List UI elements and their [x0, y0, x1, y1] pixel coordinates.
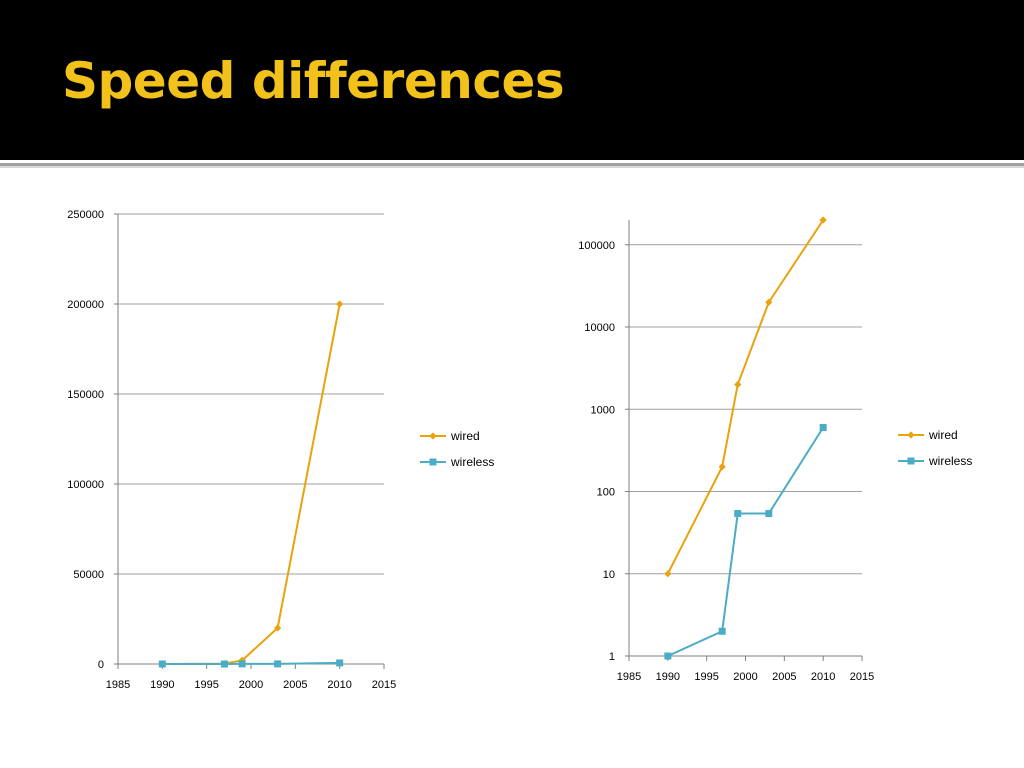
legend-label-wireless: wireless: [450, 455, 494, 469]
data-point-wireless: [274, 660, 282, 668]
x-tick-label: 2010: [327, 679, 351, 691]
data-point-wireless: [765, 510, 773, 518]
x-tick-label: 2010: [811, 671, 835, 683]
data-point-wired: [765, 298, 773, 306]
data-point-wireless: [220, 660, 228, 668]
data-point-wireless: [734, 510, 742, 518]
slide-title: Speed differences: [62, 52, 565, 110]
divider-line: [0, 163, 1024, 166]
x-tick-label: 2015: [372, 679, 396, 691]
x-tick-label: 2015: [850, 671, 874, 683]
x-tick-label: 2000: [239, 679, 263, 691]
x-tick-label: 1995: [194, 679, 218, 691]
x-tick-label: 1990: [656, 671, 680, 683]
y-tick-label: 200000: [67, 299, 104, 311]
x-tick-label: 2000: [733, 671, 757, 683]
y-tick-label: 1000: [591, 404, 615, 416]
y-tick-label: 1: [609, 651, 615, 663]
x-tick-label: 1985: [106, 679, 130, 691]
series-line-wired: [666, 219, 825, 575]
data-point-wireless: [238, 660, 246, 668]
legend-marker-wireless: [907, 457, 915, 465]
x-tick-label: 1990: [150, 679, 174, 691]
y-tick-label: 0: [98, 659, 104, 671]
x-tick-label: 1995: [694, 671, 718, 683]
legend-label-wired: wired: [450, 429, 480, 443]
y-tick-label: 100000: [67, 479, 104, 491]
data-point-wireless: [664, 652, 672, 660]
legend-marker-wired: [907, 431, 915, 439]
data-point-wireless: [158, 660, 166, 668]
data-point-wired: [734, 380, 742, 389]
y-tick-label: 100: [597, 487, 615, 499]
y-tick-label: 10: [603, 569, 615, 581]
legend-marker-wireless: [429, 458, 437, 466]
y-tick-label: 250000: [67, 209, 104, 221]
y-tick-label: 10000: [584, 322, 615, 334]
legend-marker-wired: [429, 432, 437, 440]
data-point-wireless: [718, 627, 726, 635]
y-tick-label: 50000: [73, 569, 104, 581]
legend-label-wireless: wireless: [928, 454, 972, 468]
data-point-wired: [274, 624, 282, 632]
data-point-wired: [718, 463, 726, 471]
x-tick-label: 1985: [617, 671, 641, 683]
data-point-wired: [336, 300, 344, 308]
x-tick-label: 2005: [772, 671, 796, 683]
data-point-wired: [819, 216, 827, 224]
data-point-wireless: [819, 424, 827, 432]
divider-line-light: [0, 166, 1024, 168]
title-bar: Speed differences: [0, 0, 1024, 160]
data-point-wireless: [336, 659, 344, 667]
data-point-wired: [664, 570, 672, 578]
legend-label-wired: wired: [928, 428, 958, 442]
y-tick-label: 100000: [578, 240, 615, 252]
x-tick-label: 2005: [283, 679, 307, 691]
y-tick-label: 150000: [67, 389, 104, 401]
series-line-wireless: [667, 426, 825, 657]
